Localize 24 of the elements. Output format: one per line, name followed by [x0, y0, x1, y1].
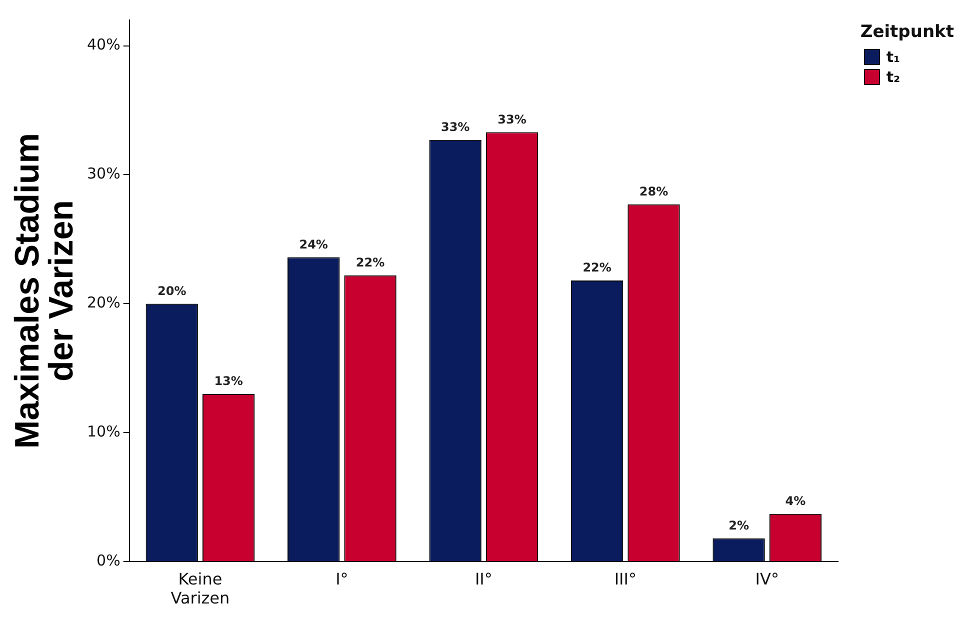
data-label: 2% — [728, 518, 749, 533]
legend-label: t₁ — [886, 48, 900, 66]
y-axis-title: Maximales Stadium der Varizen — [8, 133, 80, 449]
x-tick-label: I° — [336, 569, 348, 588]
x-tick-label: Keine Varizen — [170, 569, 230, 608]
x-tick-label: II° — [474, 569, 492, 588]
legend-title: Zeitpunkt — [860, 22, 954, 42]
y-tick-label: 30% — [86, 164, 120, 183]
x-tick-label: IV° — [755, 569, 779, 588]
x-tick-label: III° — [614, 569, 636, 588]
data-label: 13% — [214, 374, 243, 388]
data-label: 20% — [157, 284, 186, 298]
data-label: 22% — [356, 255, 385, 270]
y-tick-label: 0% — [96, 551, 120, 570]
legend-label: t₂ — [886, 68, 900, 86]
data-label: 4% — [785, 494, 806, 508]
data-label: 24% — [299, 237, 328, 252]
data-label: 22% — [582, 260, 612, 275]
data-label: 33% — [440, 120, 470, 134]
y-tick-label: 40% — [86, 36, 120, 54]
data-label: 28% — [639, 184, 668, 199]
y-tick-label: 10% — [86, 422, 120, 441]
y-tick-label: 20% — [86, 294, 120, 312]
data-label: 33% — [498, 112, 526, 126]
